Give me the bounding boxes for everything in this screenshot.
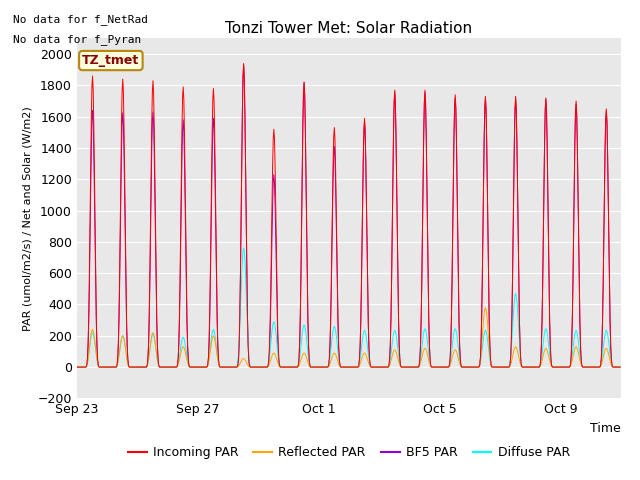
Text: No data for f_Pyran: No data for f_Pyran	[13, 34, 141, 45]
Title: Tonzi Tower Met: Solar Radiation: Tonzi Tower Met: Solar Radiation	[225, 21, 472, 36]
X-axis label: Time: Time	[590, 422, 621, 435]
Legend: Incoming PAR, Reflected PAR, BF5 PAR, Diffuse PAR: Incoming PAR, Reflected PAR, BF5 PAR, Di…	[123, 441, 575, 464]
Text: No data for f_NetRad: No data for f_NetRad	[13, 14, 148, 25]
Text: TZ_tmet: TZ_tmet	[82, 54, 140, 67]
Y-axis label: PAR (umol/m2/s) / Net and Solar (W/m2): PAR (umol/m2/s) / Net and Solar (W/m2)	[22, 106, 32, 331]
